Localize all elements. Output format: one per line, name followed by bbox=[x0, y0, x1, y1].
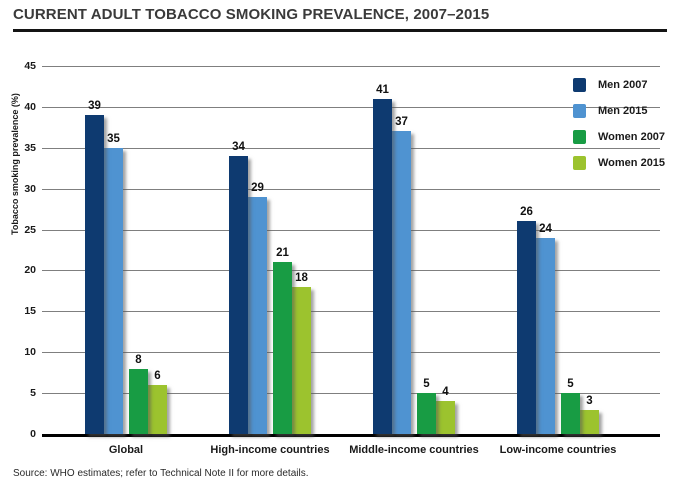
bar-slot: 37 bbox=[392, 116, 411, 434]
bar-value-label: 37 bbox=[395, 116, 408, 129]
bar-women-2007 bbox=[561, 393, 580, 434]
bar-men-2015 bbox=[536, 237, 555, 434]
bar-group-3: 41 37 5 4 bbox=[373, 84, 455, 434]
bar-men-2015 bbox=[104, 147, 123, 434]
bar-women-2015 bbox=[148, 384, 167, 434]
bar-men-2007 bbox=[229, 156, 248, 434]
bar-value-label: 6 bbox=[154, 369, 161, 382]
legend-label: Men 2015 bbox=[598, 105, 648, 117]
source-note: Source: WHO estimates; refer to Technica… bbox=[13, 468, 309, 479]
bar-group-2: 34 29 21 18 bbox=[229, 141, 311, 434]
gridline-30 bbox=[42, 188, 660, 190]
bar-value-label: 8 bbox=[135, 353, 142, 366]
y-tick-label-0: 0 bbox=[30, 428, 36, 440]
legend-label: Women 2015 bbox=[598, 157, 666, 169]
page-title: CURRENT ADULT TOBACCO SMOKING PREVALENCE… bbox=[13, 6, 490, 23]
gridline-25 bbox=[42, 229, 660, 231]
y-tick-label-25: 25 bbox=[24, 223, 36, 236]
bar-slot: 5 bbox=[561, 378, 580, 434]
bar-value-label: 21 bbox=[276, 247, 289, 260]
bar-value-label: 26 bbox=[520, 206, 533, 219]
gridline-45 bbox=[42, 66, 660, 67]
bar-slot: 29 bbox=[248, 182, 267, 434]
bar-women-2007 bbox=[273, 262, 292, 434]
legend-item-men-2015: Men 2015 bbox=[573, 104, 648, 118]
gridline-15 bbox=[42, 311, 660, 313]
bar-men-2007 bbox=[373, 98, 392, 434]
bar-group-4: 26 24 5 3 bbox=[517, 206, 599, 434]
gridline-5 bbox=[42, 393, 660, 395]
bar-women-2007 bbox=[129, 368, 148, 434]
x-category-label: Middle-income countries bbox=[349, 444, 479, 456]
bar-value-label: 41 bbox=[376, 83, 389, 96]
bar-slot: 6 bbox=[148, 370, 167, 434]
bar-slot: 3 bbox=[580, 394, 599, 434]
x-category-label: Low-income countries bbox=[499, 444, 617, 456]
bar-slot: 21 bbox=[273, 247, 292, 434]
x-category-label: Global bbox=[108, 444, 144, 456]
bar-men-2015 bbox=[392, 131, 411, 434]
bar-value-label: 5 bbox=[567, 378, 574, 391]
bar-slot: 35 bbox=[104, 133, 123, 434]
bar-value-label: 5 bbox=[423, 378, 430, 391]
legend-label: Women 2007 bbox=[598, 131, 666, 143]
legend-item-women-2007: Women 2007 bbox=[573, 130, 665, 144]
bar-value-label: 3 bbox=[586, 394, 593, 407]
bar-value-label: 34 bbox=[232, 141, 245, 153]
bar-slot: 18 bbox=[292, 272, 311, 434]
bar-men-2007 bbox=[85, 115, 104, 434]
gridline-20 bbox=[42, 270, 660, 272]
plot-area: Tobacco smoking prevalence (%) 0 5 10 15 20 2… bbox=[10, 60, 665, 456]
title-rule bbox=[13, 29, 667, 32]
y-tick-label-20: 20 bbox=[24, 264, 36, 277]
y-tick-label-35: 35 bbox=[24, 141, 36, 154]
x-category-label: High-income countries bbox=[210, 444, 330, 456]
bar-group-1: 39 35 8 6 bbox=[85, 100, 167, 434]
bar-slot: 39 bbox=[85, 100, 104, 434]
y-tick-label-45: 45 bbox=[24, 60, 36, 72]
bar-slot: 24 bbox=[536, 223, 555, 434]
y-tick-label-5: 5 bbox=[30, 387, 36, 400]
y-tick-label-40: 40 bbox=[24, 100, 36, 113]
y-tick-label-15: 15 bbox=[24, 305, 36, 318]
bar-men-2015 bbox=[248, 196, 267, 434]
bar-value-label: 24 bbox=[539, 222, 552, 235]
legend-swatch bbox=[573, 104, 586, 118]
legend-item-women-2015: Women 2015 bbox=[573, 156, 665, 170]
bar-value-label: 4 bbox=[442, 386, 449, 399]
bar-women-2015 bbox=[580, 409, 599, 434]
legend-swatch bbox=[573, 130, 586, 144]
gridline-40 bbox=[42, 106, 660, 108]
bar-value-label: 35 bbox=[107, 132, 120, 145]
bar-women-2015 bbox=[436, 401, 455, 434]
legend-item-men-2007: Men 2007 bbox=[573, 78, 648, 92]
gridline-35 bbox=[42, 147, 660, 149]
bar-women-2007 bbox=[417, 393, 436, 434]
legend-swatch bbox=[573, 78, 586, 92]
bar-men-2007 bbox=[517, 221, 536, 434]
bar-women-2015 bbox=[292, 286, 311, 434]
legend-swatch bbox=[573, 156, 586, 170]
bar-slot: 8 bbox=[129, 354, 148, 434]
bar-slot: 26 bbox=[517, 206, 536, 434]
y-tick-label-30: 30 bbox=[24, 182, 36, 195]
gridline-10 bbox=[42, 352, 660, 354]
bar-slot: 34 bbox=[229, 141, 248, 434]
bar-slot: 4 bbox=[436, 386, 455, 434]
legend-label: Men 2007 bbox=[598, 79, 648, 91]
bar-value-label: 39 bbox=[88, 100, 101, 113]
bar-value-label: 18 bbox=[295, 271, 308, 284]
y-tick-label-10: 10 bbox=[24, 346, 36, 359]
bar-slot: 41 bbox=[373, 84, 392, 434]
bar-slot: 5 bbox=[417, 378, 436, 434]
bar-value-label: 29 bbox=[251, 181, 264, 194]
